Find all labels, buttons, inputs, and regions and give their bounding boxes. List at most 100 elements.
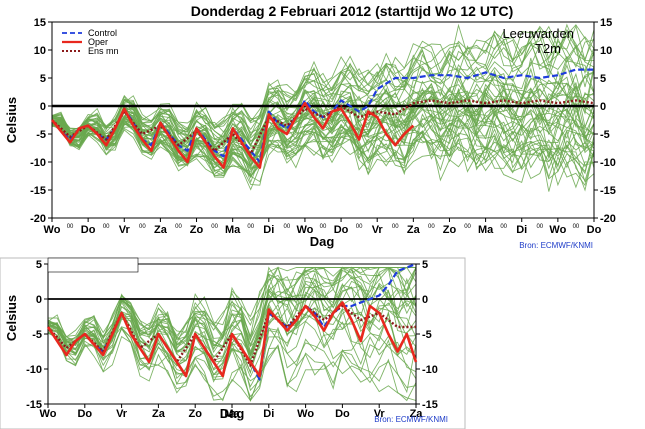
- x-tick-label: Zo: [188, 408, 202, 420]
- ensemble-member-line: [47, 327, 417, 402]
- legend-control-label: Control: [88, 28, 117, 38]
- x-minor-tick-label: 00: [573, 224, 580, 230]
- x-tick-label: Vr: [119, 224, 131, 236]
- y-tick-label-right: 5: [600, 73, 606, 85]
- ensemble-member-line: [51, 33, 595, 138]
- top-legend: Control Oper Ens mn: [62, 28, 119, 56]
- bottom-y-axis-label: Celsius: [4, 295, 19, 341]
- x-tick-label: Ma: [225, 224, 241, 236]
- y-tick-label-right: -20: [600, 213, 616, 225]
- y-tick-label: -15: [30, 185, 46, 197]
- ensemble-member-line: [47, 326, 417, 394]
- bottom-chart: -15 -15 -10 -10 -5 -5 0 0 5 5 Wo Do Vr Za Zo Ma Di Wo Do V…: [0, 257, 466, 429]
- y-tick-label-right: -15: [600, 185, 616, 197]
- x-tick-label: Do: [335, 408, 350, 420]
- x-tick-label: Di: [263, 224, 274, 236]
- legend-oper-label: Oper: [88, 37, 108, 47]
- y-tick-label: -10: [30, 157, 46, 169]
- parameter-label: T2m: [535, 41, 561, 56]
- x-minor-tick-label: 00: [175, 224, 182, 230]
- x-tick-label: Wo: [296, 224, 313, 236]
- y-tick-label-right: -15: [422, 399, 438, 411]
- station-label: Leeuwarden: [502, 26, 574, 41]
- bottom-x-axis-ticks: Wo Do Vr Za Zo Ma Di Wo Do Vr Za: [40, 404, 424, 420]
- bottom-y-axis-ticks: -15 -15 -10 -10 -5 -5 0 0 5 5: [26, 259, 438, 411]
- x-tick-label: Wo: [40, 408, 57, 420]
- bottom-source-label: Bron: ECMWF/KNMI: [374, 415, 448, 424]
- oper-line: [50, 101, 415, 169]
- ensemble-member-line: [51, 120, 595, 180]
- y-tick-label-right: 5: [422, 259, 428, 271]
- y-tick-label-right: 10: [600, 45, 612, 57]
- ensemble-member-line: [51, 104, 595, 166]
- ensemble-member-line: [51, 70, 595, 147]
- x-minor-tick-label: 00: [211, 224, 218, 230]
- x-tick-label: Do: [334, 224, 349, 236]
- x-tick-label: Di: [263, 408, 274, 420]
- y-tick-label: 0: [36, 294, 42, 306]
- x-tick-label: Za: [152, 408, 166, 420]
- x-tick-label: Do: [77, 408, 92, 420]
- ensemble-member-line: [51, 120, 595, 192]
- x-tick-label: Za: [154, 224, 168, 236]
- x-tick-label: Di: [516, 224, 527, 236]
- oper-line: [46, 301, 418, 378]
- top-source-label: Bron: ECMWF/KNMI: [519, 241, 593, 250]
- y-tick-label: -10: [26, 364, 42, 376]
- control-line: [51, 68, 594, 164]
- x-tick-label: Zo: [190, 224, 204, 236]
- x-minor-tick-label: 00: [67, 224, 74, 230]
- x-minor-tick-label: 00: [536, 224, 543, 230]
- y-tick-label: 5: [36, 259, 42, 271]
- y-tick-label-right: 0: [422, 294, 428, 306]
- ens-mean-line: [47, 304, 416, 367]
- ensemble-member-line: [47, 326, 417, 398]
- x-tick-label: Ma: [478, 224, 494, 236]
- top-chart: Donderdag 2 Februari 2012 (starttijd Wo …: [4, 3, 616, 250]
- ensemble-member-line: [47, 266, 416, 344]
- chart-title: Donderdag 2 Februari 2012 (starttijd Wo …: [191, 3, 514, 19]
- x-tick-label: Zo: [443, 224, 457, 236]
- y-tick-label-right: -5: [422, 329, 432, 341]
- x-tick-label: Vr: [372, 224, 384, 236]
- y-tick-label-right: 15: [600, 17, 612, 29]
- top-y-axis-ticks: -20 -20 -15 -15 -10 -10 -5 -5 0 0 5 5 10 10 15 15: [30, 17, 616, 225]
- x-tick-label: Wo: [297, 408, 314, 420]
- ensemble-member-line: [47, 331, 417, 402]
- ensemble-members: [51, 23, 595, 192]
- bottom-legend-box: [47, 257, 139, 273]
- ensemble-member-line: [51, 112, 595, 169]
- y-tick-label: -20: [30, 213, 46, 225]
- x-minor-tick-label: 00: [356, 224, 363, 230]
- x-minor-tick-label: 00: [320, 224, 327, 230]
- top-series-lines: [50, 68, 595, 169]
- top-x-axis-ticks: Wo 00 Do 00 Vr 00 Za 00 Zo 00 Ma 00 Di 00 Wo 00 Do 00 Vr 00…: [44, 218, 602, 236]
- ensemble-member-line: [51, 63, 595, 155]
- x-tick-label: Ma: [224, 408, 240, 420]
- y-tick-label: -5: [32, 329, 42, 341]
- ensemble-member-line: [51, 125, 595, 189]
- x-minor-tick-label: 00: [103, 224, 110, 230]
- x-minor-tick-label: 00: [392, 224, 399, 230]
- bottom-series-lines: [46, 262, 418, 381]
- x-tick-label: Vr: [116, 408, 128, 420]
- x-tick-label: Vr: [374, 408, 386, 420]
- legend-ens-mn-label: Ens mn: [88, 46, 119, 56]
- x-tick-label: Do: [587, 224, 602, 236]
- x-tick-label: Wo: [44, 224, 61, 236]
- x-minor-tick-label: 00: [284, 224, 291, 230]
- ensemble-member-line: [51, 104, 595, 164]
- ensemble-member-line: [47, 280, 417, 363]
- x-tick-label: Do: [81, 224, 96, 236]
- ensemble-member-line: [47, 320, 417, 382]
- x-tick-label: Za: [410, 408, 424, 420]
- x-tick-label: Za: [407, 224, 421, 236]
- x-minor-tick-label: 00: [500, 224, 507, 230]
- y-tick-label-right: -10: [422, 364, 438, 376]
- x-minor-tick-label: 00: [428, 224, 435, 230]
- ensemble-member-line: [51, 27, 595, 133]
- top-y-axis-label: Celsius: [4, 97, 19, 143]
- x-minor-tick-label: 00: [464, 224, 471, 230]
- top-x-axis-label: Dag: [310, 234, 335, 249]
